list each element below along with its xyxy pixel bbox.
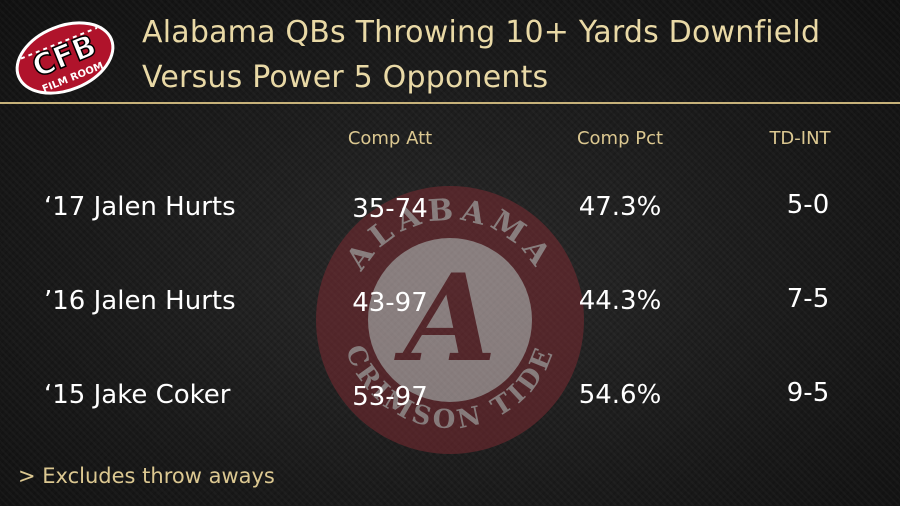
td-int-value: 5-0	[786, 190, 830, 220]
page-title: Alabama QBs Throwing 10+ Yards Downfield…	[142, 10, 882, 100]
footnote: > Excludes throw aways	[18, 464, 275, 488]
td-int-value: 9-5	[786, 378, 830, 408]
comp-att-value: 43-97	[352, 288, 428, 318]
comp-att-value: 53-97	[352, 382, 428, 412]
comp-att-value: 35-74	[352, 194, 428, 224]
watermark-letter: A	[393, 248, 496, 389]
cfb-film-room-logo: CFB FILM ROOM	[15, 21, 115, 95]
title-line-2: Versus Power 5 Opponents	[142, 60, 549, 95]
title-divider	[0, 102, 900, 104]
alabama-watermark-logo: ALABAMA CRIMSON TIDE A	[316, 186, 584, 454]
header-comp-pct: Comp Pct	[576, 128, 664, 149]
td-int-value: 7-5	[786, 284, 830, 314]
player-name: ’16 Jalen Hurts	[44, 286, 236, 316]
player-name: ‘15 Jake Coker	[44, 380, 231, 410]
player-name: ‘17 Jalen Hurts	[44, 192, 236, 222]
header-td-int: TD-INT	[769, 128, 831, 149]
title-line-1: Alabama QBs Throwing 10+ Yards Downfield	[142, 15, 821, 50]
comp-pct-value: 44.3%	[578, 286, 662, 316]
comp-pct-value: 47.3%	[578, 192, 662, 222]
header-comp-att: Comp Att	[347, 128, 433, 149]
comp-pct-value: 54.6%	[578, 380, 662, 410]
